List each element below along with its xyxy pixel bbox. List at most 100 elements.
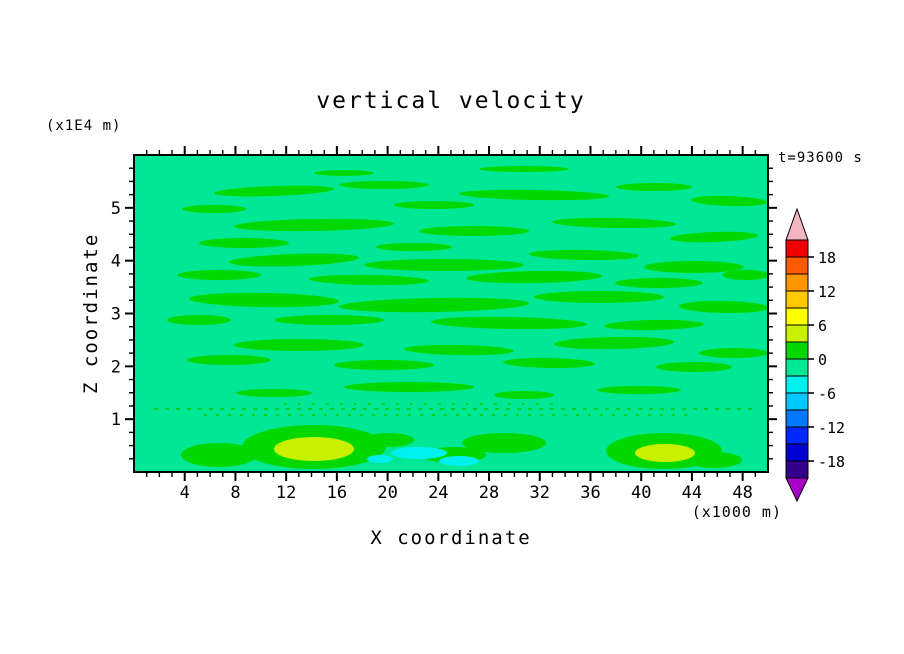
contour-streak: [615, 278, 703, 288]
x-tick-label: 44: [682, 483, 702, 503]
contour-streak: [419, 226, 529, 236]
colorbar-segment: [785, 358, 809, 377]
contour-streak: [404, 344, 514, 356]
colorbar-arrow-top: [785, 207, 809, 241]
colorbar-label: 12: [818, 283, 836, 301]
negative-patch: [367, 455, 393, 463]
contour-streak: [431, 316, 587, 330]
contour-streak: [554, 336, 674, 350]
contour-streak: [459, 189, 609, 201]
y-tick-label: 1: [111, 410, 121, 430]
colorbar-segment: [785, 273, 809, 292]
contour-streak: [722, 270, 768, 280]
chart-title: vertical velocity: [316, 88, 586, 114]
contour-streak: [376, 243, 452, 251]
colorbar-label: 18: [818, 249, 836, 267]
contour-streak: [364, 259, 524, 271]
tick-marks: [125, 146, 777, 481]
contour-streak: [334, 360, 434, 370]
colorbar-arrow-bottom: [785, 477, 809, 503]
colorbar-segment: [785, 290, 809, 309]
y-tick-label: 3: [111, 305, 121, 325]
contour-streak: [679, 300, 768, 314]
contour-streak: [503, 357, 595, 369]
contour-streak: [394, 201, 474, 209]
contour-streak: [214, 185, 334, 197]
colorbar-segment: [785, 341, 809, 360]
contour-streak: [236, 389, 312, 397]
contour-streak: [189, 292, 339, 308]
contour-streak: [691, 195, 767, 207]
colorbar-segment: [785, 324, 809, 343]
colorbar-label: -12: [818, 419, 845, 437]
x-tick-label: 12: [276, 483, 296, 503]
colorbar-segment: [785, 392, 809, 411]
x-tick-label: 8: [230, 483, 240, 503]
y-tick-label: 4: [111, 252, 121, 272]
contour-streak: [182, 205, 246, 213]
contour-streak: [552, 217, 676, 229]
contour-streak: [604, 319, 704, 331]
contour-streak: [199, 238, 289, 248]
contour-streak: [699, 348, 768, 358]
x-axis-unit-label: (x1000 m): [691, 503, 782, 521]
colorbar-label: 0: [818, 351, 827, 369]
x-tick-label: 32: [530, 483, 550, 503]
colorbar-segment: [785, 443, 809, 462]
contour-streak: [234, 339, 364, 351]
contour-streak: [187, 355, 271, 365]
negative-patch: [391, 447, 447, 459]
contour-streak: [339, 181, 429, 189]
colorbar-segment: [785, 460, 809, 479]
contour-streak: [656, 362, 732, 372]
y-axis-unit-label: (x1E4 m): [46, 118, 122, 134]
contour-streak: [534, 291, 664, 303]
colorbar-segment: [785, 409, 809, 428]
contour-streak: [529, 249, 639, 261]
contour-streak: [364, 433, 414, 447]
contour-streak: [274, 315, 384, 325]
colorbar-label: 6: [818, 317, 827, 335]
y-tick-label: 5: [111, 199, 121, 219]
contour-streak: [181, 443, 257, 467]
contour-streak: [177, 270, 261, 280]
contour-streak: [344, 382, 474, 392]
negative-patch: [439, 456, 479, 466]
contour-streak: [309, 274, 429, 286]
x-tick-label: 20: [377, 483, 397, 503]
time-annotation: t=93600 s: [778, 150, 863, 166]
contour-streak: [597, 386, 681, 394]
colorbar-segment: [785, 256, 809, 275]
contour-streak: [670, 231, 758, 243]
colorbar-segment: [785, 426, 809, 445]
x-tick-label: 4: [180, 483, 190, 503]
colorbar: 18 12 6 0 -6 -12 -18: [785, 207, 845, 503]
colorbar-label: -18: [818, 453, 845, 471]
x-tick-label: 16: [327, 483, 347, 503]
colorbar-segment: [785, 375, 809, 394]
contour-streak: [229, 253, 359, 267]
x-tick-label: 48: [732, 483, 752, 503]
contour-streak: [479, 166, 569, 172]
contour-streak: [494, 391, 554, 399]
positive-patch: [274, 437, 354, 461]
contour-field: [134, 155, 768, 472]
contour-streak: [644, 261, 744, 273]
contour-streak: [466, 270, 602, 284]
y-tick-label: 2: [111, 357, 121, 377]
contour-streak: [686, 452, 742, 468]
contour-streak: [616, 183, 692, 191]
contour-streak: [167, 315, 231, 325]
x-tick-label: 40: [631, 483, 651, 503]
colorbar-label: -6: [818, 385, 836, 403]
x-tick-label: 24: [428, 483, 448, 503]
contour-streak: [314, 170, 374, 176]
colorbar-segment: [785, 239, 809, 258]
x-tick-label: 36: [580, 483, 600, 503]
x-axis-title: X coordinate: [370, 527, 532, 549]
contour-streak: [339, 297, 529, 313]
contour-streak: [462, 433, 546, 453]
positive-patch: [635, 444, 695, 462]
